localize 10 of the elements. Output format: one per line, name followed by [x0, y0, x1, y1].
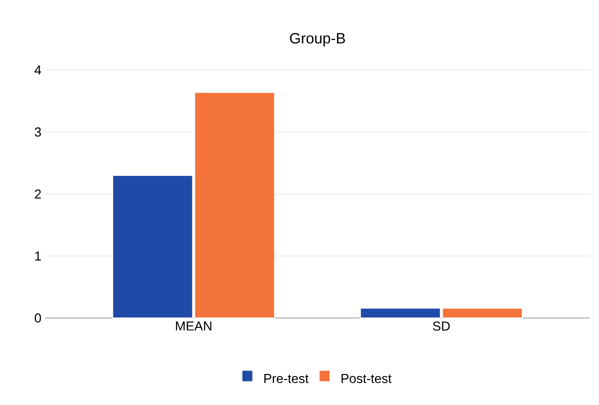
y-tick-label: 1: [35, 252, 41, 260]
y-tick-label: 0: [34, 313, 41, 323]
chart-title: Group-B: [290, 32, 345, 46]
y-tick-label: 3: [34, 127, 41, 137]
x-tick-label: MEAN: [176, 322, 212, 330]
y-tick-label: 2: [34, 189, 41, 199]
x-tick-label: SD: [432, 322, 450, 331]
legend-label: Pre-test: [264, 374, 309, 384]
legend-label: Post-test: [342, 374, 392, 384]
y-tick-label: 4: [34, 66, 42, 74]
